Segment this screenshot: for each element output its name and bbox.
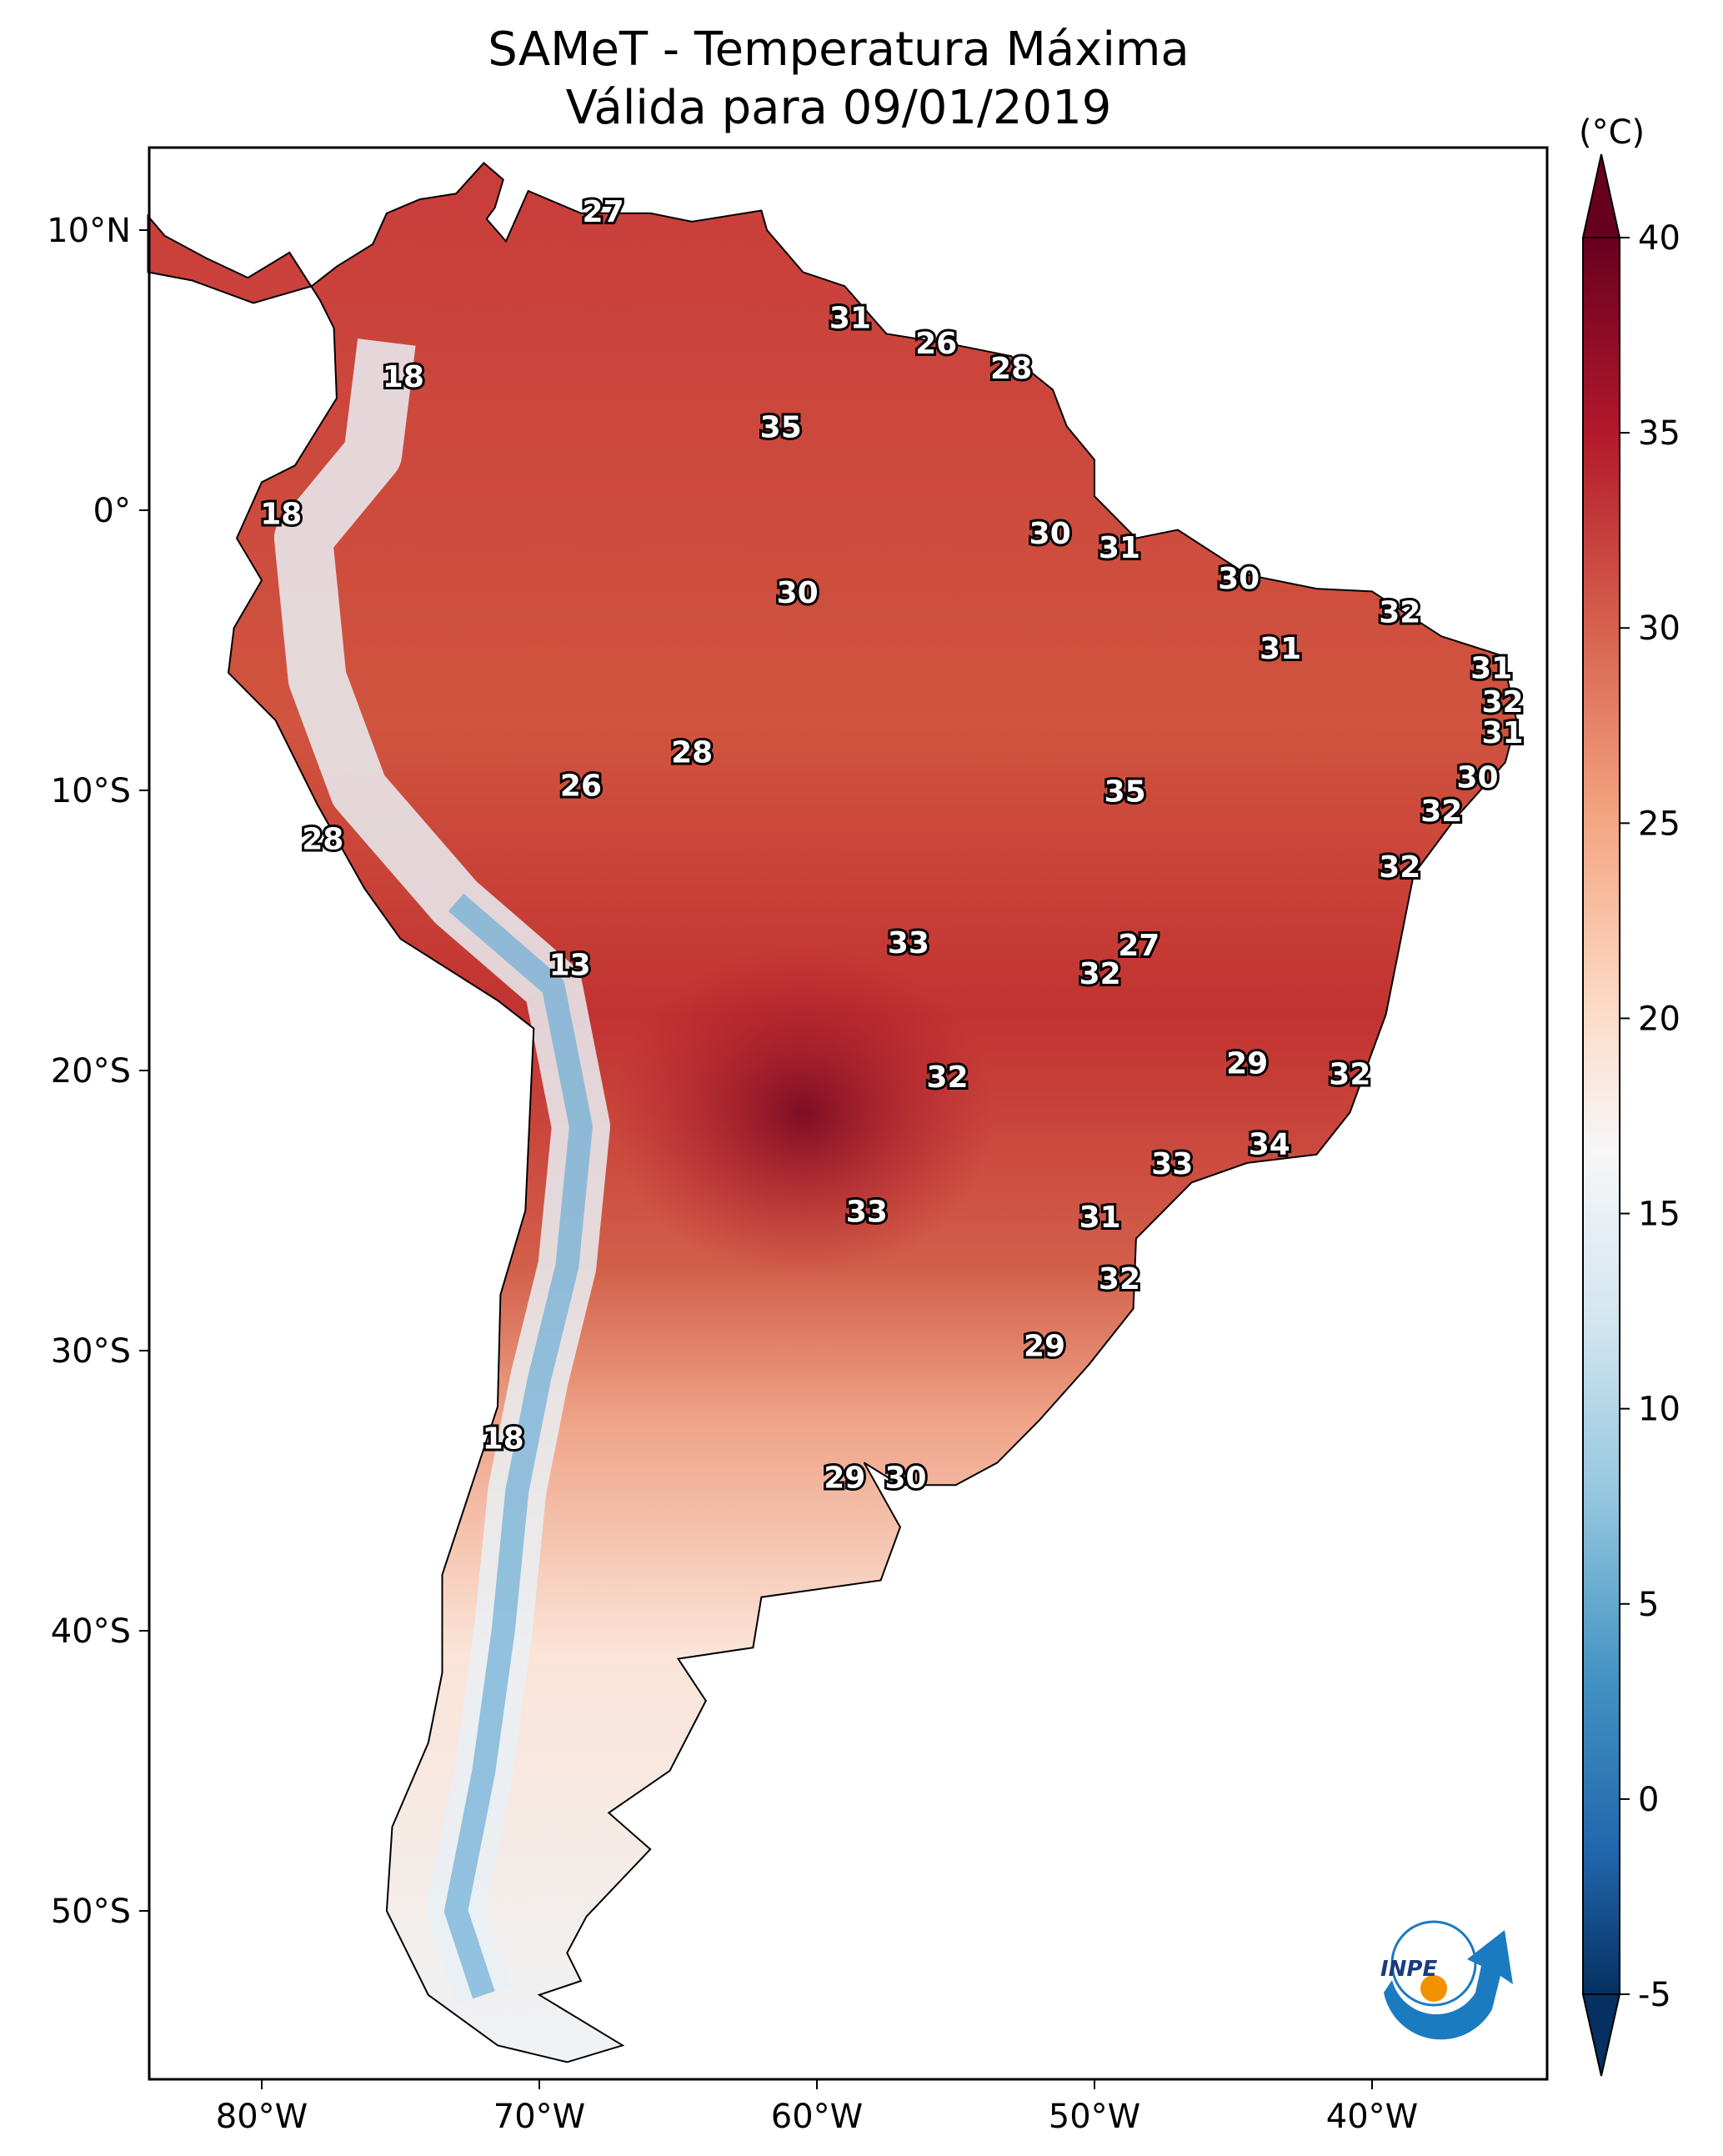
y-tick-label: 50°S [51, 1893, 131, 1931]
colorbar-tick-label: 20 [1638, 1000, 1680, 1038]
station-label: 27 [1118, 929, 1160, 963]
colorbar-unit-label: (°C) [1579, 113, 1645, 152]
station-label: 30 [885, 1462, 927, 1496]
station-label: 28 [990, 352, 1032, 386]
colorbar-tick-label: 30 [1638, 609, 1680, 648]
station-label: 32 [926, 1060, 968, 1095]
station-label: 32 [1420, 795, 1462, 829]
station-label: 26 [915, 327, 957, 361]
colorbar-tick-label: 10 [1638, 1391, 1680, 1429]
x-tick-label: 80°W [216, 2098, 308, 2136]
station-label: 29 [1226, 1046, 1268, 1081]
colorbar-extend-max [1581, 153, 1621, 238]
x-tick-label: 60°W [771, 2098, 863, 2136]
inpe-orbit-icon [1390, 1920, 1477, 2007]
station-label: 29 [1024, 1330, 1065, 1364]
x-tick-label: 50°W [1049, 2098, 1140, 2136]
colorbar-tick-label: 15 [1638, 1196, 1680, 1234]
station-label: 28 [671, 735, 713, 770]
station-label: 30 [777, 576, 819, 610]
station-label: 32 [1329, 1058, 1370, 1092]
station-label: 32 [1379, 850, 1420, 885]
y-tick-label: 10°S [51, 772, 131, 810]
station-label: 34 [1249, 1128, 1290, 1162]
station-label: 32 [1481, 685, 1523, 720]
inpe-logo-text: INPE [1380, 1957, 1437, 1982]
station-label: 26 [560, 770, 602, 804]
x-tick-label: 70°W [493, 2098, 585, 2136]
station-label: 31 [1099, 531, 1140, 565]
inpe-arrow-icon [1384, 1930, 1513, 2040]
coastline [147, 162, 1518, 2063]
plot-frame [148, 146, 1549, 2081]
station-label: 35 [760, 411, 802, 445]
colorbar-tick-label: 25 [1638, 805, 1680, 843]
station-label: 33 [888, 926, 929, 960]
station-label: 30 [1218, 562, 1260, 596]
station-label: 18 [260, 498, 302, 532]
colorbar-tick-label: -5 [1638, 1976, 1671, 2014]
colorbar-tick-label: 40 [1638, 219, 1680, 258]
x-tick-label: 40°W [1326, 2098, 1418, 2136]
station-label: 29 [824, 1462, 865, 1496]
station-label: 30 [1456, 761, 1498, 795]
colorbar-extend-min [1581, 1993, 1621, 2077]
chart-title: SAMeT - Temperatura Máxima [488, 23, 1190, 77]
chart-subtitle: Válida para 09/01/2019 [566, 81, 1112, 135]
station-label: 33 [846, 1195, 888, 1229]
colorbar-tick-label: 35 [1638, 414, 1680, 453]
station-label: 31 [829, 302, 871, 336]
station-label: 32 [1079, 957, 1121, 991]
inpe-sun-icon [1420, 1975, 1447, 2002]
inpe-logo: INPE [1380, 1920, 1513, 2040]
y-tick-label: 10°N [47, 212, 131, 250]
station-label: 33 [1151, 1147, 1193, 1181]
station-label: 30 [1029, 517, 1071, 551]
station-label: 31 [1470, 652, 1512, 686]
station-label: 31 [1260, 632, 1301, 666]
station-label: 18 [383, 360, 424, 394]
y-tick-label: 20°S [51, 1052, 131, 1091]
station-label: 32 [1379, 595, 1420, 629]
station-label: 27 [583, 195, 624, 229]
station-label: 31 [1079, 1201, 1121, 1235]
y-tick-label: 0° [93, 492, 131, 530]
y-tick-label: 30°S [51, 1332, 131, 1371]
station-label: 13 [549, 949, 591, 983]
temperature-features [273, 338, 995, 2004]
colorbar-gradient [1582, 237, 1620, 1995]
hotspot-chaco [611, 945, 995, 1280]
colorbar-tick-label: 0 [1638, 1781, 1659, 1819]
colorbar-tick-label: 5 [1638, 1586, 1659, 1624]
station-label: 32 [1099, 1262, 1140, 1296]
station-label: 28 [302, 822, 343, 856]
station-label: 35 [1104, 775, 1146, 809]
y-tick-label: 40°S [51, 1612, 131, 1651]
station-label: 18 [483, 1422, 524, 1457]
station-label: 31 [1481, 716, 1523, 750]
andes-cold-core [444, 893, 593, 1999]
